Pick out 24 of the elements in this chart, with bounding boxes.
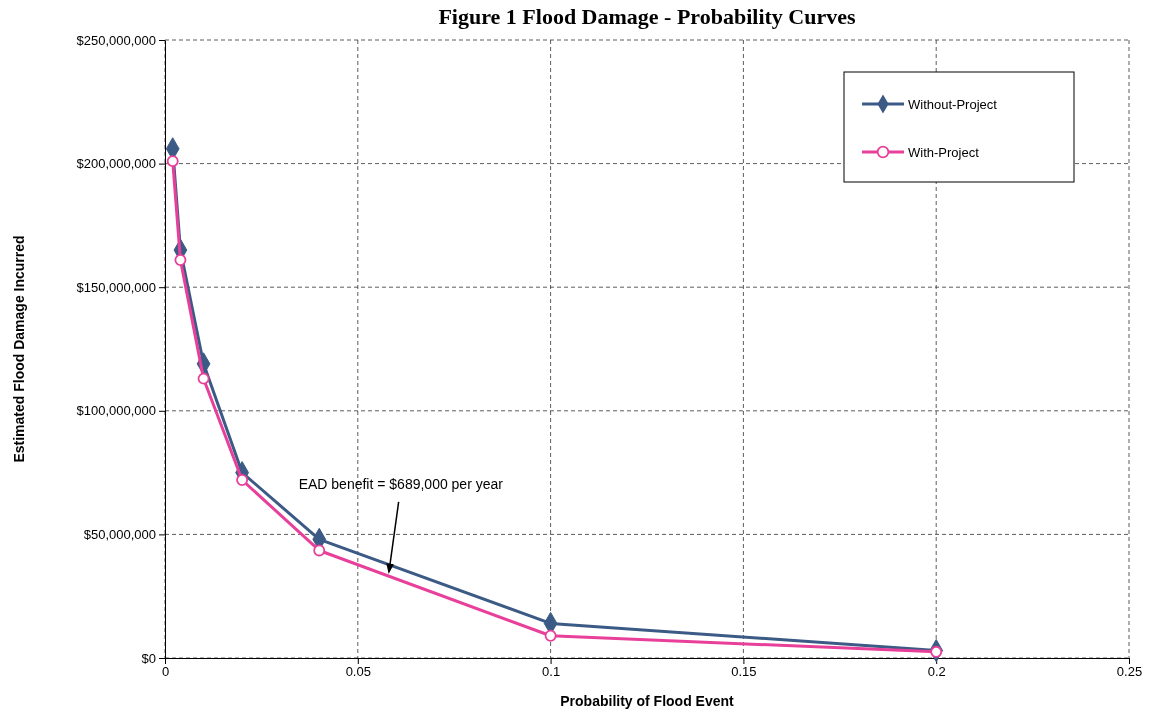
x-tick-label: 0.25 [1116,664,1143,680]
y-tick-label: $250,000,000 [76,32,156,48]
y-axis-title: Estimated Flood Damage Incurred [11,235,27,463]
x-axis-title: Probability of Flood Event [560,693,735,709]
x-tick-label: 0 [161,664,170,680]
x-tick-label: 0.15 [731,664,757,680]
y-tick-label: $150,000,000 [76,279,156,295]
point [197,372,210,385]
point [174,254,187,266]
x-tick-label: 0.1 [542,664,561,680]
chart-title: Figure 1 Flood Damage - Probability Curves [438,4,857,29]
point [544,629,557,642]
legend-label: Without-Project [908,97,998,112]
legend-label: With-Project [908,145,980,160]
y-tick-label: $0 [141,650,156,666]
y-tick-label: $200,000,000 [76,156,156,172]
point [166,155,179,168]
y-tick-label: $100,000,000 [76,403,156,419]
y-tick-label: $50,000,000 [83,527,156,543]
annotation: EAD benefit = $689,000 per year [298,475,504,492]
point [313,544,326,557]
x-tick-label: 0.05 [345,664,371,680]
point [236,474,249,486]
x-tick-label: 0.2 [927,664,946,680]
